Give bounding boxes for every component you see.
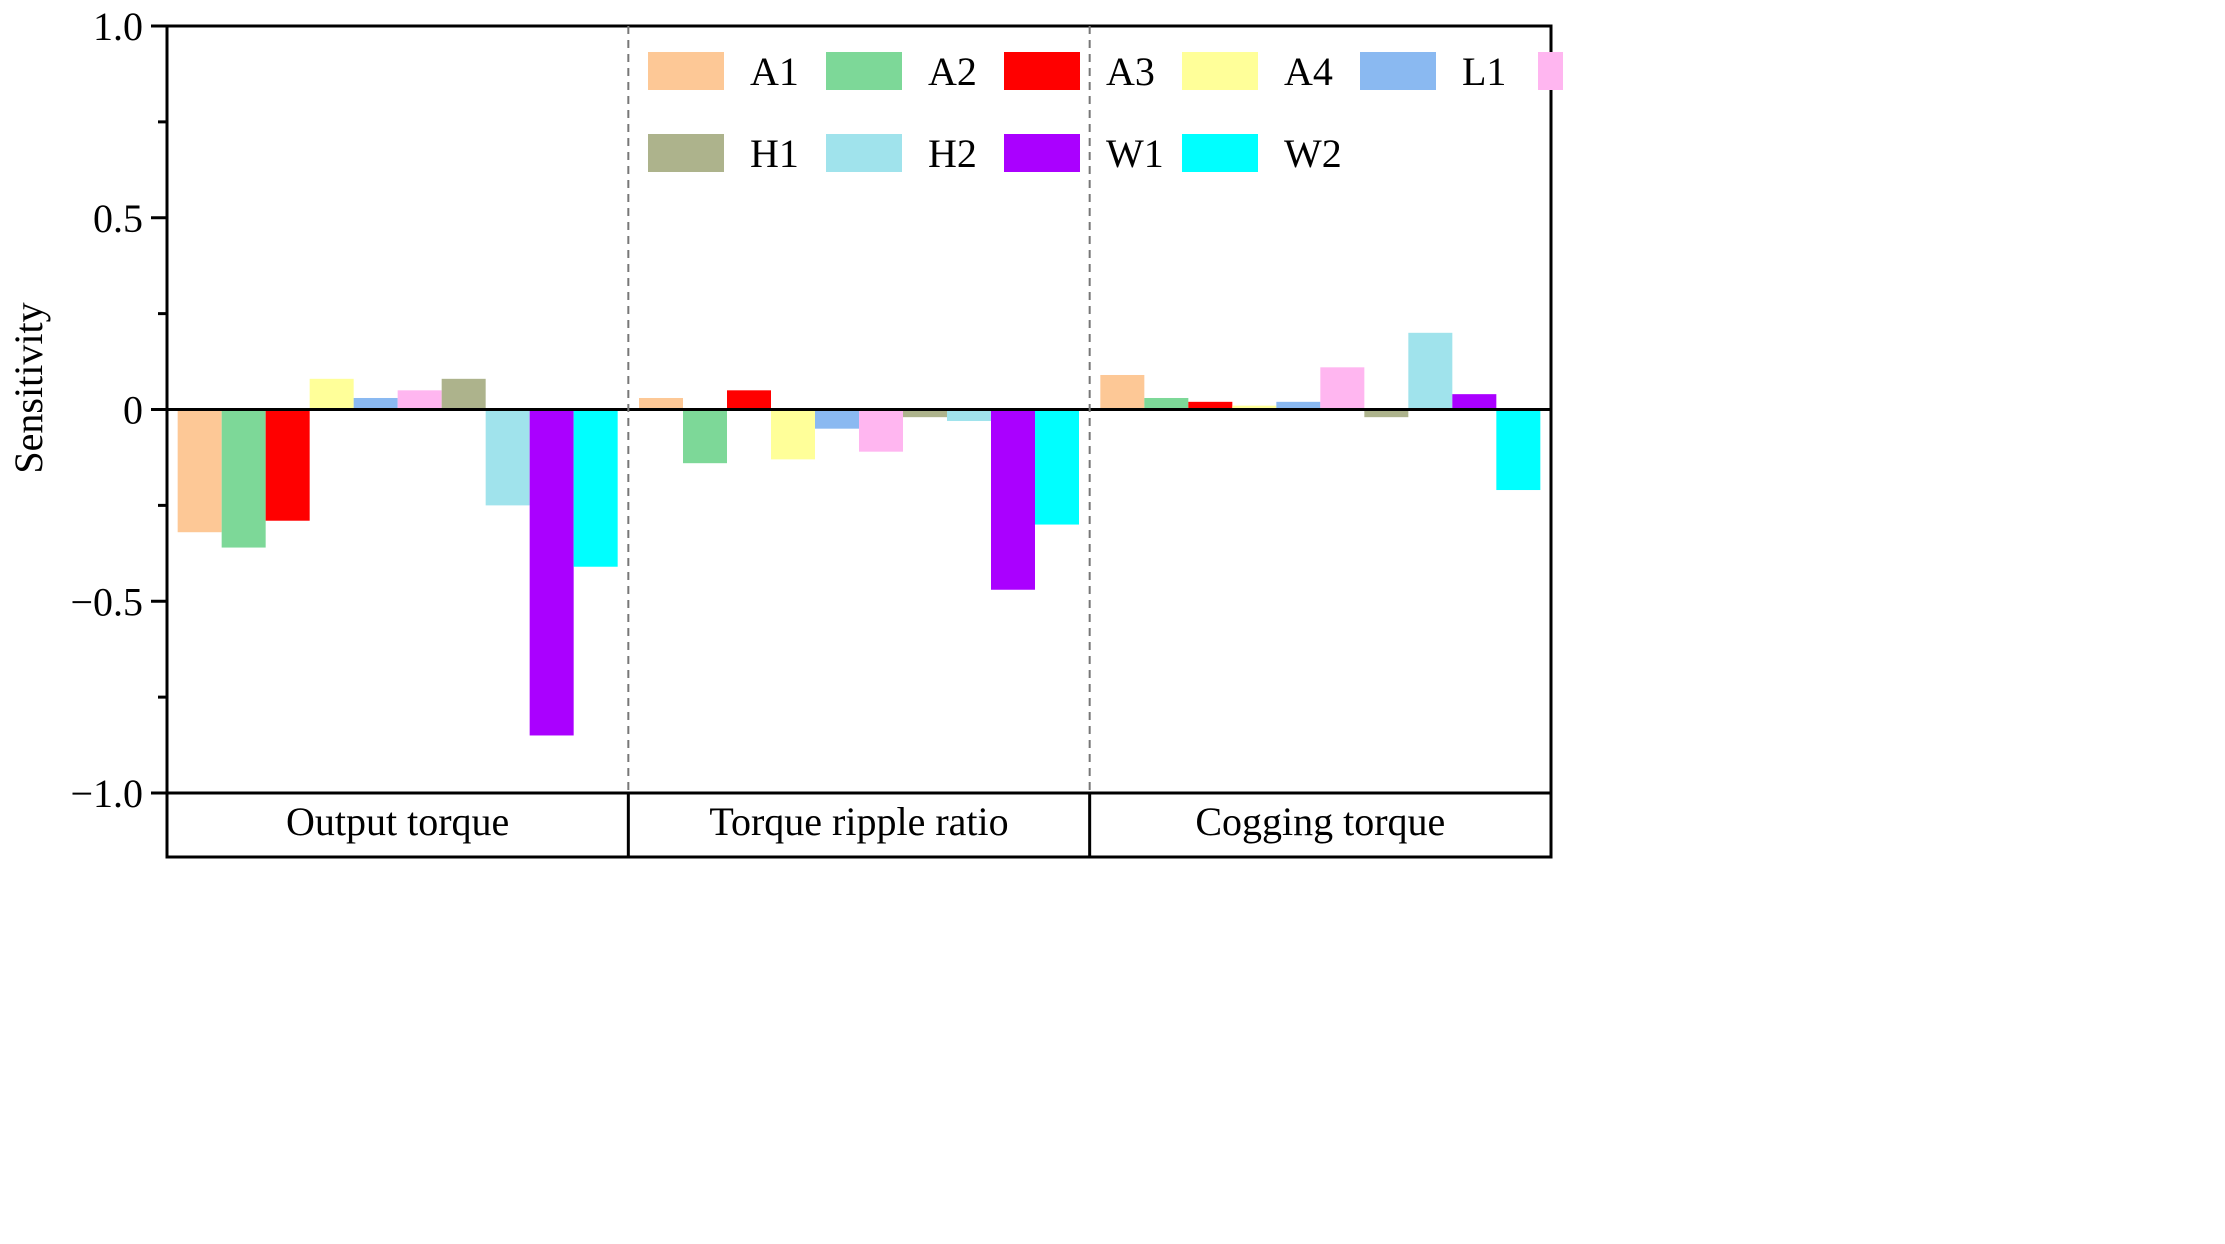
legend-label-l1: L1 (1462, 49, 1506, 94)
y-axis-title: Sensitivity (6, 302, 51, 473)
bars-layer (177, 332, 1541, 736)
bar-a4-3 (1232, 405, 1277, 410)
legend-swatch-w1 (1004, 134, 1080, 172)
bar-a4-1 (309, 378, 354, 410)
bar-a2-2 (683, 409, 727, 464)
sensitivity-bar-chart: 1.00.50−0.5−1.0 Sensitivity A1A2A3A4L1L2… (6, 4, 1563, 859)
legend-swatch-a2 (826, 52, 902, 90)
bar-a4-2 (771, 409, 815, 460)
legend-swatch-h2 (826, 134, 902, 172)
bar-h1-2 (903, 409, 947, 418)
y-tick-label: −1.0 (70, 771, 143, 816)
y-tick-label: 1.0 (93, 4, 143, 49)
bar-a3-2 (727, 390, 771, 410)
plot-border (165, 24, 1553, 859)
bar-l2-3 (1320, 367, 1365, 410)
legend-label-a3: A3 (1106, 49, 1155, 94)
legend-label-a1: A1 (750, 49, 799, 94)
bar-a1-3 (1100, 374, 1145, 410)
bar-h1-1 (441, 378, 486, 410)
legend-label-a2: A2 (928, 49, 977, 94)
bar-a3-1 (265, 409, 310, 521)
y-tick-label: 0.5 (93, 196, 143, 241)
legend-swatch-a3 (1004, 52, 1080, 90)
bar-a2-1 (221, 409, 266, 548)
bar-a3-3 (1188, 401, 1233, 410)
legend-swatch-h1 (648, 134, 724, 172)
bar-h2-2 (947, 409, 991, 422)
category-label: Torque ripple ratio (709, 799, 1008, 844)
legend-label-h1: H1 (750, 131, 799, 176)
legend-swatch-l1 (1360, 52, 1436, 90)
category-label: Output torque (286, 799, 509, 844)
bar-h2-1 (485, 409, 530, 506)
legend-label-h2: H2 (928, 131, 977, 176)
bar-w1-2 (991, 409, 1035, 590)
plot-frame (165, 24, 1553, 859)
bar-w1-3 (1452, 394, 1497, 410)
y-axis: 1.0 0.5 0 −0.5 −1.0 (70, 4, 167, 816)
legend-label-a4: A4 (1284, 49, 1333, 94)
bar-w1-1 (529, 409, 574, 736)
bar-a2-3 (1144, 397, 1189, 410)
bar-l1-3 (1276, 401, 1321, 410)
bar-h1-3 (1364, 409, 1409, 418)
bar-w2-1 (573, 409, 618, 567)
legend-swatch-a1 (648, 52, 724, 90)
bar-a1-2 (639, 397, 683, 410)
category-label: Cogging torque (1195, 799, 1445, 844)
bar-l1-2 (815, 409, 859, 429)
legend-label-w1: W1 (1106, 131, 1164, 176)
legend: A1A2A3A4L1L2H1H2W1W2 (648, 49, 1563, 176)
bar-l2-1 (397, 390, 442, 410)
bar-w2-3 (1496, 409, 1541, 491)
y-tick-label: −0.5 (70, 579, 143, 624)
bar-l2-2 (859, 409, 903, 452)
legend-swatch-w2 (1182, 134, 1258, 172)
legend-swatch-l2 (1538, 52, 1563, 90)
bar-a1-1 (177, 409, 222, 533)
legend-label-w2: W2 (1284, 131, 1342, 176)
bar-l1-1 (353, 397, 398, 410)
bar-w2-2 (1035, 409, 1079, 525)
category-axis: Output torque Torque ripple ratio Cogging … (286, 799, 1445, 844)
y-tick-label: 0 (123, 388, 143, 433)
legend-swatch-a4 (1182, 52, 1258, 90)
bar-h2-3 (1408, 332, 1453, 410)
